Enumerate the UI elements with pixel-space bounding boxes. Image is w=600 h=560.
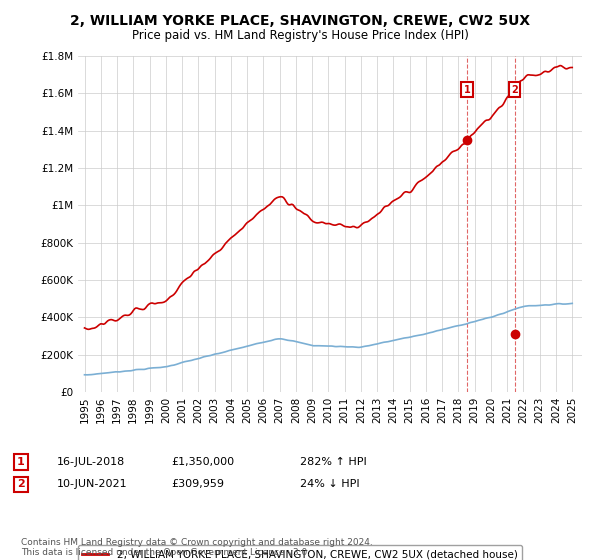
Text: 16-JUL-2018: 16-JUL-2018 xyxy=(57,457,125,467)
Text: 1: 1 xyxy=(17,457,25,467)
Text: £309,959: £309,959 xyxy=(171,479,224,489)
Text: Contains HM Land Registry data © Crown copyright and database right 2024.
This d: Contains HM Land Registry data © Crown c… xyxy=(21,538,373,557)
Text: 282% ↑ HPI: 282% ↑ HPI xyxy=(300,457,367,467)
Legend: 2, WILLIAM YORKE PLACE, SHAVINGTON, CREWE, CW2 5UX (detached house), HPI: Averag: 2, WILLIAM YORKE PLACE, SHAVINGTON, CREW… xyxy=(78,545,522,560)
Text: 2: 2 xyxy=(17,479,25,489)
Text: 24% ↓ HPI: 24% ↓ HPI xyxy=(300,479,359,489)
Text: 10-JUN-2021: 10-JUN-2021 xyxy=(57,479,128,489)
Text: 2: 2 xyxy=(511,85,518,95)
Text: 1: 1 xyxy=(464,85,470,95)
Text: £1,350,000: £1,350,000 xyxy=(171,457,234,467)
Text: Price paid vs. HM Land Registry's House Price Index (HPI): Price paid vs. HM Land Registry's House … xyxy=(131,29,469,42)
Text: 2, WILLIAM YORKE PLACE, SHAVINGTON, CREWE, CW2 5UX: 2, WILLIAM YORKE PLACE, SHAVINGTON, CREW… xyxy=(70,14,530,28)
